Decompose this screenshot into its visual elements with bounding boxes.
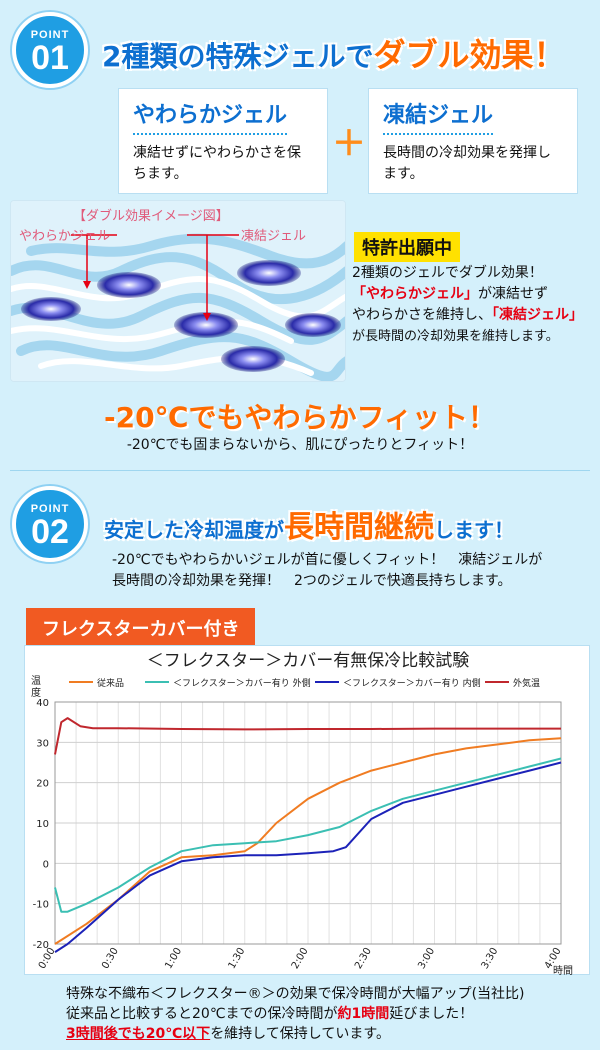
bottom-line-2-end: 延びました！ — [389, 1006, 474, 1022]
x-axis-label: 時間 — [553, 965, 573, 976]
y-tick-label: 10 — [36, 819, 49, 830]
bottom-line-3-text: を維持して保持しています。 — [210, 1026, 390, 1042]
patent-line-3: やわらかさを維持し、「凍結ジェル」 — [352, 305, 600, 326]
y-tick-label: 30 — [36, 738, 49, 749]
badge-label: POINT — [30, 503, 70, 515]
cooling-comparison-chart: ＜フレクスター＞カバー有無保冷比較試験 40 30 20 10 0 -10 -20 温度 0:00… — [24, 645, 590, 977]
heading-a: 安定した冷却温度が — [104, 518, 284, 542]
x-tick-label: 3:00 — [416, 946, 437, 971]
frozen-gel-highlight: 「凍結ジェル」 — [492, 307, 583, 323]
image-label-frozen: 凍結ジェル — [241, 229, 307, 244]
patent-text: 2種類のジェルでダブル効果！ 「やわらかジェル」が凍結せず やわらかさを維持し、… — [352, 263, 600, 347]
soft-gel-title: やわらかジェル — [133, 97, 288, 135]
bottom-text: 特殊な不織布＜フレクスター®＞の効果で保冷時間が大幅アップ(当社比) 従来品と比… — [66, 984, 525, 1044]
image-label-soft: やわらかジェル — [19, 229, 111, 244]
x-tick-label: 1:30 — [227, 946, 248, 971]
fit-desc: -20℃でも固まらないから、肌にぴったりとフィット！ — [126, 437, 474, 453]
point-01-heading: 2種類の特殊ジェルでダブル効果！ — [102, 30, 566, 76]
point-01-badge: POINT 01 — [12, 12, 88, 88]
x-tick-label: 2:30 — [353, 946, 374, 971]
bottom-line-1: 特殊な不織布＜フレクスター®＞の効果で保冷時間が大幅アップ(当社比) — [66, 986, 525, 1002]
plus-icon: ＋ — [332, 124, 366, 164]
badge-label: POINT — [30, 29, 70, 41]
y-tick-label: 0 — [43, 859, 49, 870]
patent-line-1: 2種類のジェルでダブル効果！ — [352, 265, 543, 281]
section-divider — [10, 470, 590, 471]
legend-label: 外気温 — [513, 677, 540, 689]
legend-label: ＜フレクスター＞カバー有り 外側 — [173, 677, 311, 689]
soft-gel-highlight: 「やわらかジェル」 — [352, 286, 478, 302]
heading-main: 2種類の特殊ジェルで — [102, 40, 374, 73]
x-tick-label: 2:00 — [290, 946, 311, 971]
heading-b: します！ — [434, 518, 514, 542]
frozen-gel-desc: 長時間の冷却効果を発揮します。 — [383, 145, 551, 182]
patent-line-3-text: やわらかさを維持し、 — [352, 307, 492, 323]
bottom-line-2-text: 従来品と比較すると20℃までの保冷時間が — [66, 1006, 338, 1022]
bottom-line-2: 従来品と比較すると20℃までの保冷時間が約1時間延びました！ — [66, 1004, 525, 1024]
soft-gel-card: やわらかジェル 凍結せずにやわらかさを保ちます。 — [118, 88, 328, 194]
badge-number: 02 — [31, 513, 69, 551]
x-tick-label: 0:30 — [100, 946, 121, 971]
y-tick-label: -10 — [33, 900, 49, 911]
y-axis-label: 度 — [31, 686, 41, 699]
point-02-heading: 安定した冷却温度が長時間継続します！ — [104, 502, 514, 546]
frozen-gel-title: 凍結ジェル — [383, 97, 494, 135]
patent-line-4: が長時間の冷却効果を維持します。 — [352, 329, 559, 344]
chart-title: ＜フレクスター＞カバー有無保冷比較試験 — [147, 651, 470, 671]
frozen-gel-card: 凍結ジェル 長時間の冷却効果を発揮します。 — [368, 88, 578, 194]
legend-label: ＜フレクスター＞カバー有り 内側 — [343, 677, 481, 689]
point-02-badge: POINT 02 — [12, 486, 88, 562]
heading-highlight: ダブル効果！ — [373, 36, 566, 74]
y-tick-label: 20 — [36, 779, 49, 790]
series-line-1 — [54, 757, 562, 913]
heading-highlight: 長時間継続 — [284, 510, 434, 545]
cover-label: フレクスターカバー付き — [26, 608, 256, 648]
plot-frame — [54, 701, 562, 945]
badge-number: 01 — [31, 39, 69, 77]
double-effect-illustration: 【ダブル効果イメージ図】 やわらかジェル 凍結ジェル — [10, 200, 346, 382]
image-caption: 【ダブル効果イメージ図】 — [73, 209, 229, 224]
bottom-line-3: 3時間後でも20℃以下を維持して保持しています。 — [66, 1024, 525, 1044]
point-02-desc-line-1: -20℃でもやわらかいジェルが首に優しくフィット！ 凍結ジェルが — [112, 552, 543, 568]
bottom-line-2-highlight: 約1時間 — [337, 1006, 390, 1022]
chart-svg: ＜フレクスター＞カバー有無保冷比較試験403020100-10-20温度0:00… — [31, 651, 573, 977]
y-tick-label: -20 — [33, 940, 49, 951]
series-line-2 — [54, 761, 562, 953]
y-tick-label: 40 — [36, 698, 49, 709]
bottom-line-3-highlight: 3時間後でも20℃以下 — [66, 1026, 211, 1042]
fit-title: -20℃でもやわらかフィット！ — [104, 401, 496, 434]
x-tick-label: 3:30 — [480, 946, 501, 971]
point-02-desc: -20℃でもやわらかいジェルが首に優しくフィット！ 凍結ジェルが 長時間の冷却効… — [112, 550, 542, 592]
x-tick-label: 1:00 — [163, 946, 184, 971]
patent-pending-badge: 特許出願中 — [354, 232, 460, 262]
y-axis-label: 温 — [31, 675, 41, 687]
patent-line-2-text: が凍結せず — [478, 286, 548, 302]
patent-line-2: 「やわらかジェル」が凍結せず — [352, 284, 600, 305]
gel-image — [11, 201, 345, 381]
legend-label: 従来品 — [97, 677, 124, 689]
point-02-desc-line-2: 長時間の冷却効果を発揮！ 2つのジェルで快適長持ちします。 — [112, 573, 512, 589]
soft-gel-desc: 凍結せずにやわらかさを保ちます。 — [133, 145, 301, 182]
series-line-3 — [54, 717, 561, 755]
